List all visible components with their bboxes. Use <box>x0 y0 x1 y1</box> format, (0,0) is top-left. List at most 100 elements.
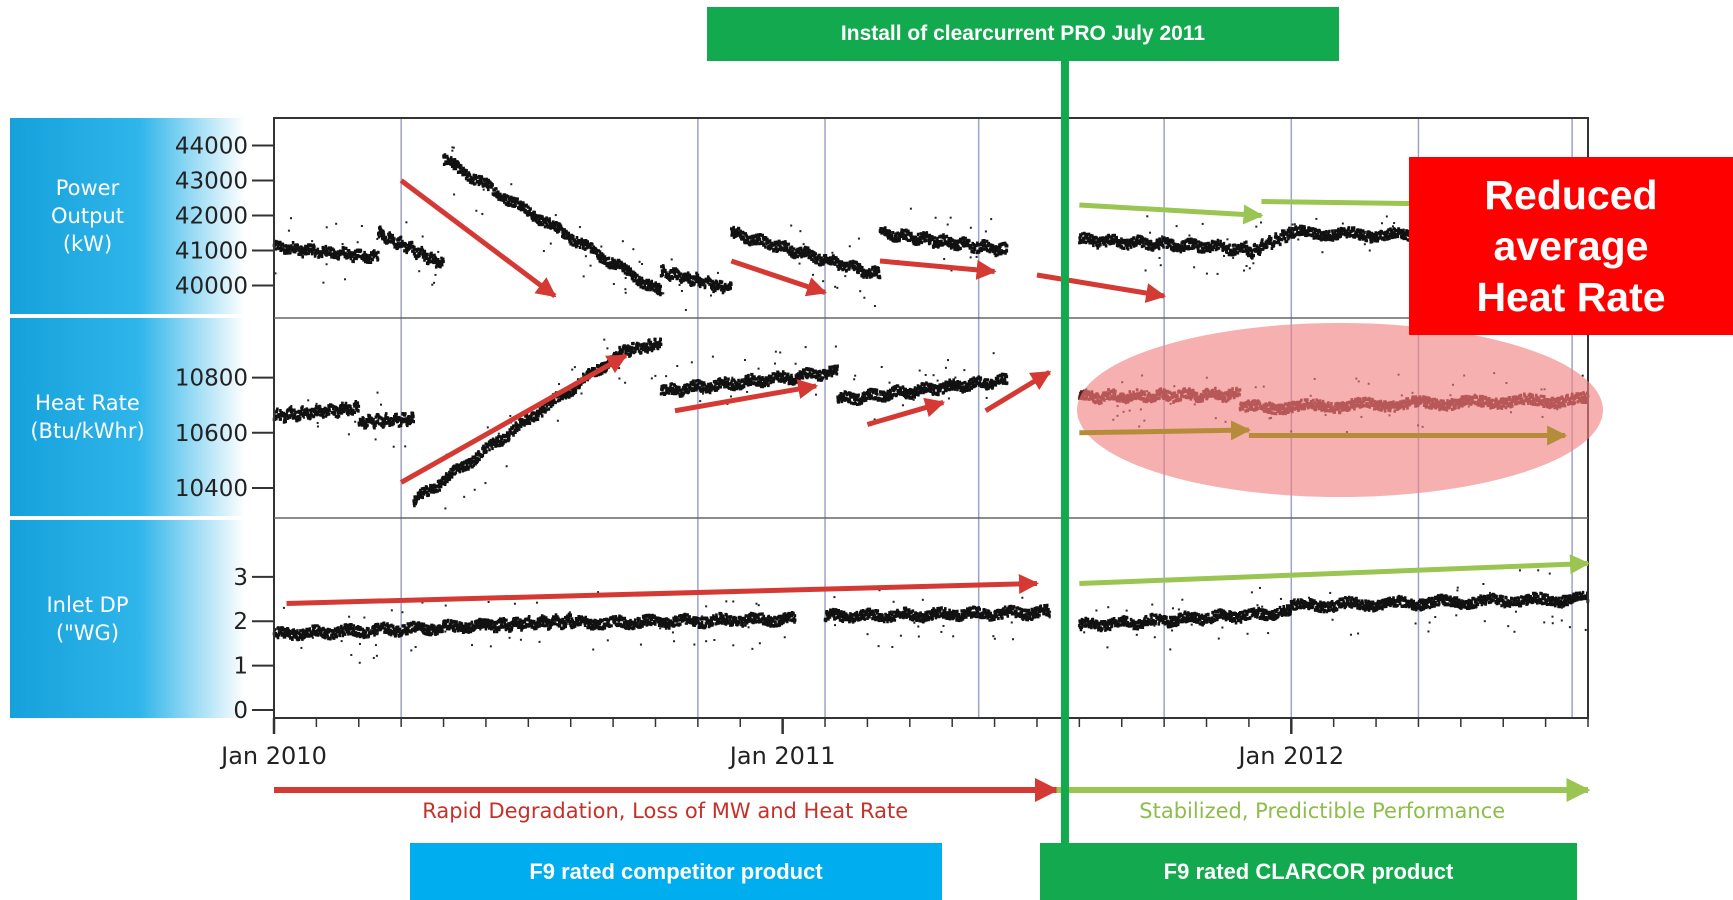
outlier-point <box>934 216 937 219</box>
outlier-point <box>311 240 314 243</box>
outlier-point <box>451 146 454 149</box>
outlier-point <box>758 642 761 645</box>
outlier-point <box>969 226 972 229</box>
data-segment <box>823 587 1052 648</box>
y-tick-label: 10800 <box>175 366 248 392</box>
outlier-point <box>358 661 361 664</box>
outlier-point <box>453 193 456 196</box>
outlier-point <box>401 611 404 614</box>
outlier-point <box>340 640 343 643</box>
outlier-point <box>1293 598 1296 601</box>
outlier-point <box>693 643 696 646</box>
outlier-point <box>421 601 424 604</box>
outlier-point <box>990 218 993 221</box>
outlier-point <box>1368 249 1371 252</box>
data-segment <box>484 600 572 648</box>
outlier-point <box>1428 621 1431 624</box>
outlier-point <box>303 416 306 419</box>
outlier-point <box>854 374 857 377</box>
outlier-point <box>410 649 413 652</box>
install-tag: Install of clearcurrent PRO July 2011 <box>707 7 1339 61</box>
outlier-point <box>1107 606 1110 609</box>
outlier-point <box>1149 231 1152 234</box>
outlier-point <box>1456 586 1459 589</box>
outlier-point <box>1153 636 1156 639</box>
outlier-point <box>1125 609 1128 612</box>
y-tick-label: 10400 <box>175 476 248 502</box>
outlier-point <box>433 281 436 284</box>
outlier-point <box>1177 608 1180 611</box>
trend-arrow <box>1079 420 1251 441</box>
data-segment <box>442 146 663 297</box>
outlier-point <box>1194 244 1197 247</box>
outlier-point <box>505 465 508 468</box>
outlier-point <box>699 400 702 403</box>
data-points <box>1245 226 1292 260</box>
outlier-point <box>1106 646 1109 649</box>
outlier-point <box>1020 617 1023 620</box>
outlier-point <box>509 414 512 417</box>
outlier-point <box>1246 247 1249 250</box>
outlier-point <box>1188 234 1191 237</box>
outlier-point <box>834 624 837 627</box>
outlier-point <box>1327 603 1330 606</box>
outlier-point <box>558 383 561 386</box>
outlier-point <box>1144 269 1147 272</box>
data-points <box>484 612 572 634</box>
outlier-point <box>322 281 325 284</box>
outlier-point <box>866 633 869 636</box>
y-tick-label: 10600 <box>175 421 248 447</box>
outlier-point <box>976 613 979 616</box>
outlier-point <box>848 245 851 248</box>
outlier-point <box>1581 374 1584 377</box>
outlier-point <box>1010 621 1013 624</box>
outlier-point <box>1537 569 1540 572</box>
y-tick-label: 42000 <box>175 204 248 230</box>
outlier-point <box>366 636 369 639</box>
trend-arrow <box>730 258 827 297</box>
outlier-point <box>589 264 592 267</box>
outlier-point <box>1507 625 1510 628</box>
outlier-point <box>1393 222 1396 225</box>
outlier-point <box>746 390 749 393</box>
outlier-point <box>603 338 606 341</box>
outlier-point <box>1226 238 1229 241</box>
outlier-point <box>282 606 285 609</box>
period-label: Stabilized, Predictible Performance <box>1139 799 1505 823</box>
callout-line-3: Heat Rate <box>1476 273 1666 320</box>
outlier-point <box>477 177 480 180</box>
outlier-point <box>484 482 487 485</box>
data-points <box>878 226 1009 258</box>
data-points <box>823 603 1051 624</box>
outlier-point <box>421 235 424 238</box>
outlier-point <box>834 345 837 348</box>
outlier-point <box>1332 610 1335 613</box>
outlier-point <box>947 397 950 400</box>
highlight-ellipse <box>1077 323 1603 497</box>
outlier-point <box>676 365 679 368</box>
heat-rate-highlight <box>1077 323 1603 497</box>
outlier-point <box>418 270 421 273</box>
outlier-point <box>890 611 893 614</box>
outlier-point <box>1169 648 1172 651</box>
outlier-point <box>747 626 750 629</box>
outlier-point <box>414 646 417 649</box>
outlier-point <box>943 257 946 260</box>
outlier-point <box>624 381 627 384</box>
outlier-point <box>833 596 836 599</box>
outlier-point <box>1518 569 1521 572</box>
data-segment <box>624 337 663 380</box>
outlier-point <box>1456 589 1459 592</box>
outlier-point <box>1248 267 1251 270</box>
panel-label-heat-rate: Heat Rate (Btu/kWhr) <box>10 318 245 516</box>
outlier-point <box>713 639 716 642</box>
outlier-point <box>654 374 657 377</box>
outlier-point <box>347 433 350 436</box>
outlier-point <box>1327 601 1330 604</box>
data-points <box>377 225 445 269</box>
outlier-point <box>1217 637 1220 640</box>
outlier-point <box>751 647 754 650</box>
outlier-point <box>519 638 522 641</box>
outlier-point <box>637 622 640 625</box>
